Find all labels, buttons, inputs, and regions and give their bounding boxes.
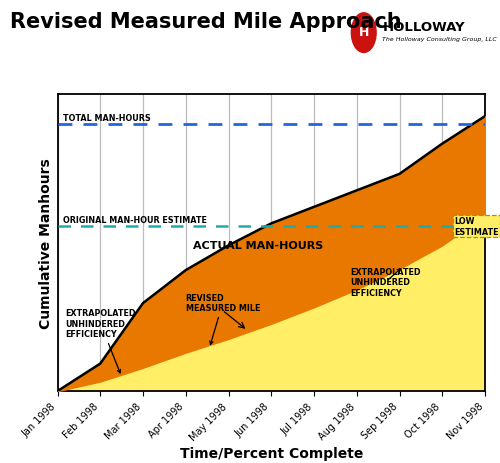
Text: HOLLOWAY: HOLLOWAY	[382, 21, 465, 34]
Text: REVISED
MEASURED MILE: REVISED MEASURED MILE	[186, 293, 260, 345]
Text: LOW
ESTIMATE: LOW ESTIMATE	[454, 217, 498, 236]
Text: Revised Measured Mile Approach: Revised Measured Mile Approach	[10, 12, 402, 31]
Text: ACTUAL MAN-HOURS: ACTUAL MAN-HOURS	[194, 241, 324, 250]
X-axis label: Time/Percent Complete: Time/Percent Complete	[180, 446, 363, 460]
Text: TOTAL MAN-HOURS: TOTAL MAN-HOURS	[62, 114, 150, 123]
Text: EXTRAPOLATED
UNHINDERED
EFFICIENCY: EXTRAPOLATED UNHINDERED EFFICIENCY	[65, 309, 136, 373]
Y-axis label: Cumulative Manhours: Cumulative Manhours	[40, 158, 54, 328]
Text: ORIGINAL MAN-HOUR ESTIMATE: ORIGINAL MAN-HOUR ESTIMATE	[62, 215, 206, 225]
Text: H: H	[358, 26, 369, 39]
Text: The Holloway Consulting Group, LLC: The Holloway Consulting Group, LLC	[382, 37, 497, 42]
Circle shape	[352, 14, 376, 53]
Text: EXTRAPOLATED
UNHINDERED
EFFICIENCY: EXTRAPOLATED UNHINDERED EFFICIENCY	[350, 268, 421, 297]
